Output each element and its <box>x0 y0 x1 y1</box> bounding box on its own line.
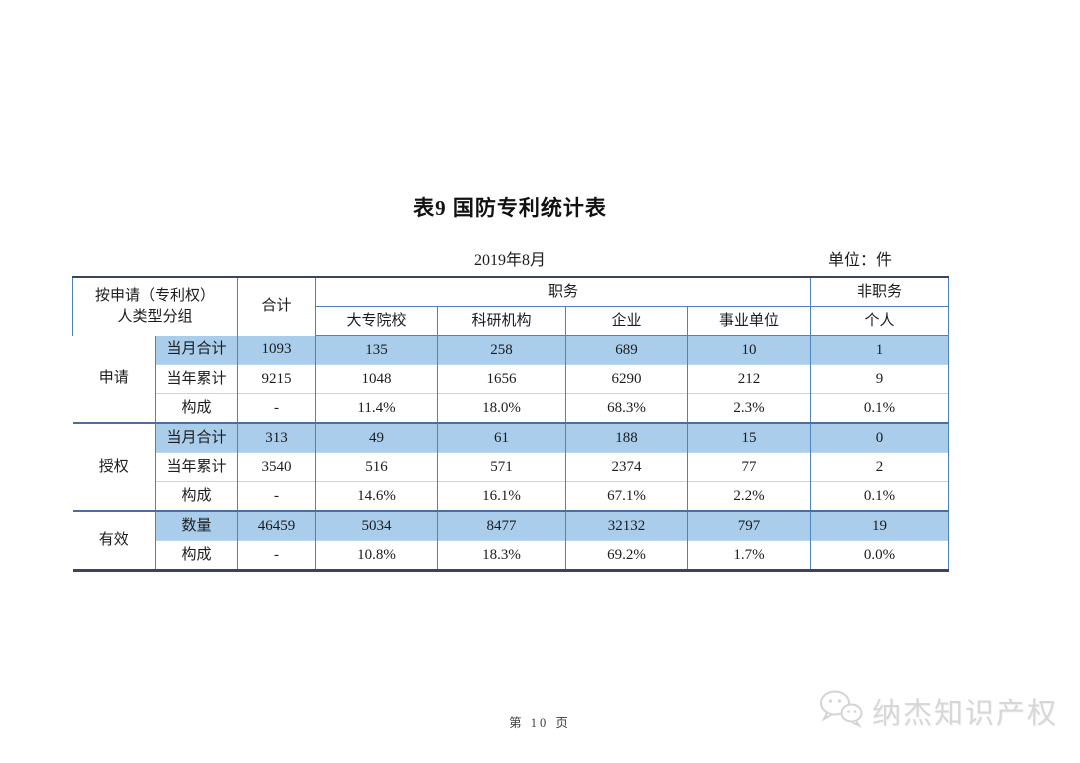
row-label: 构成 <box>155 393 239 423</box>
cell-value: 19 <box>810 510 950 541</box>
header-group-by: 按申请（专利权） 人类型分组 <box>71 277 239 336</box>
cell-value: 1656 <box>437 364 567 394</box>
header-col-enterprises: 企业 <box>565 306 689 336</box>
cell-value: 313 <box>237 422 317 453</box>
cell-value: 689 <box>565 335 689 365</box>
wechat-icon <box>818 688 864 733</box>
cell-value: 258 <box>437 335 567 365</box>
cell-value: 6290 <box>565 364 689 394</box>
cell-value: 0.1% <box>810 393 950 423</box>
cell-value: 18.3% <box>437 540 567 571</box>
cell-value: 9 <box>810 364 950 394</box>
cell-value: 2.2% <box>687 481 812 511</box>
table-header-row-1: 按申请（专利权） 人类型分组 合计 职务 非职务 <box>71 277 950 336</box>
row-label: 当年累计 <box>155 452 239 482</box>
cell-value: 188 <box>565 422 689 453</box>
header-col-universities: 大专院校 <box>315 306 439 336</box>
cell-value: 49 <box>315 422 439 453</box>
cell-value: 16.1% <box>437 481 567 511</box>
table-row: 构成 - 10.8% 18.3% 69.2% 1.7% 0.0% <box>73 540 950 571</box>
table-header-row-2: 大专院校 科研机构 企业 事业单位 个人 <box>73 306 950 336</box>
header-col-individual: 个人 <box>810 306 950 336</box>
cell-value: 67.1% <box>565 481 689 511</box>
cell-value: 1093 <box>237 335 317 365</box>
cell-value: 0.1% <box>810 481 950 511</box>
cell-value: 46459 <box>237 510 317 541</box>
patent-statistics-table: 按申请（专利权） 人类型分组 合计 职务 非职务 大专院校 科研机构 企业 事业… <box>71 276 950 572</box>
header-service: 职务 <box>315 277 812 307</box>
group-label-apply: 申请 <box>72 335 156 423</box>
cell-value: - <box>237 481 317 511</box>
cell-value: 69.2% <box>565 540 689 571</box>
cell-value: 10.8% <box>315 540 439 571</box>
cell-value: 2.3% <box>687 393 812 423</box>
table-subtitle-row: 2019年8月 单位：件 <box>72 246 948 272</box>
cell-value: - <box>237 540 317 571</box>
cell-value: 797 <box>687 510 812 541</box>
table-row: 有效 数量 46459 5034 8477 32132 797 19 <box>72 510 950 571</box>
cell-value: 571 <box>437 452 567 482</box>
cell-value: 2 <box>810 452 950 482</box>
header-col-research: 科研机构 <box>437 306 567 336</box>
cell-value: 516 <box>315 452 439 482</box>
row-label: 当月合计 <box>155 422 239 453</box>
cell-value: 212 <box>687 364 812 394</box>
table-row: 申请 当月合计 1093 135 258 689 10 1 <box>72 335 950 423</box>
cell-value: 8477 <box>437 510 567 541</box>
cell-value: 68.3% <box>565 393 689 423</box>
cell-value: 77 <box>687 452 812 482</box>
cell-value: 61 <box>437 422 567 453</box>
cell-value: 0 <box>810 422 950 453</box>
group-label-grant: 授权 <box>72 422 156 511</box>
cell-value: 1.7% <box>687 540 812 571</box>
cell-value: - <box>237 393 317 423</box>
table-row: 当年累计 3540 516 571 2374 77 2 <box>73 452 950 482</box>
cell-value: 15 <box>687 422 812 453</box>
cell-value: 9215 <box>237 364 317 394</box>
cell-value: 32132 <box>565 510 689 541</box>
cell-value: 1 <box>810 335 950 365</box>
period-label: 2019年8月 <box>473 252 546 269</box>
header-group-line2: 人类型分组 <box>117 308 193 325</box>
cell-value: 135 <box>315 335 439 365</box>
cell-value: 2374 <box>565 452 689 482</box>
row-label: 构成 <box>155 540 239 571</box>
row-label: 当月合计 <box>155 335 239 365</box>
table-title: 表9 国防专利统计表 <box>413 196 607 220</box>
cell-value: 10 <box>687 335 812 365</box>
header-group-line1: 按申请（专利权） <box>95 287 216 304</box>
cell-value: 11.4% <box>315 393 439 423</box>
table-row: 构成 - 11.4% 18.0% 68.3% 2.3% 0.1% <box>73 393 950 423</box>
cell-value: 1048 <box>315 364 439 394</box>
header-col-institutions: 事业单位 <box>687 306 812 336</box>
table-row: 当年累计 9215 1048 1656 6290 212 9 <box>73 364 950 394</box>
row-label: 数量 <box>155 510 239 541</box>
header-non-service: 非职务 <box>810 277 950 307</box>
unit-label: 单位：件 <box>827 252 892 269</box>
cell-value: 3540 <box>237 452 317 482</box>
page-number: 第 10 页 <box>509 716 571 730</box>
group-label-valid: 有效 <box>72 510 156 571</box>
cell-value: 18.0% <box>437 393 567 423</box>
cell-value: 0.0% <box>810 540 950 571</box>
header-total: 合计 <box>237 277 317 336</box>
brand-name: 纳杰知识产权 <box>871 697 1058 730</box>
row-label: 当年累计 <box>155 364 239 394</box>
cell-value: 14.6% <box>315 481 439 511</box>
row-label: 构成 <box>155 481 239 511</box>
cell-value: 5034 <box>315 510 439 541</box>
table-row: 授权 当月合计 313 49 61 188 15 0 <box>72 422 950 511</box>
table-row: 构成 - 14.6% 16.1% 67.1% 2.2% 0.1% <box>73 481 950 511</box>
brand-watermark: 纳杰知识产权 <box>818 688 1058 733</box>
